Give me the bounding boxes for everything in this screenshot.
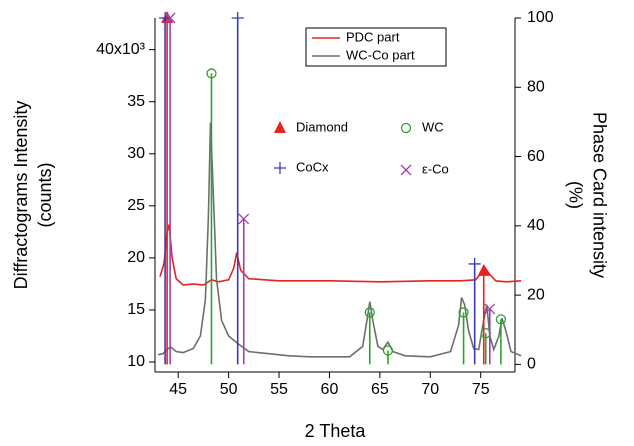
marker <box>238 213 250 225</box>
x-tick-label: 75 <box>472 381 490 398</box>
marker <box>495 314 507 325</box>
marker <box>484 303 496 315</box>
marker <box>159 12 172 24</box>
y2-tick-label: 100 <box>527 9 554 26</box>
x-tick-label: 50 <box>220 381 238 398</box>
x-tick-label: 70 <box>421 381 439 398</box>
y2-tick-label: 60 <box>527 148 545 165</box>
legend-label: ε-Co <box>422 161 449 176</box>
x-tick-label: 65 <box>371 381 389 398</box>
phase-peak <box>477 263 490 365</box>
phase-peak <box>484 303 496 365</box>
phase-peak <box>164 12 176 365</box>
y2-tick-label: 0 <box>527 356 536 373</box>
y2-axis-label: (%) <box>565 181 585 209</box>
marker <box>231 12 244 24</box>
y2-axis-label: Phase Card intensity <box>589 112 609 278</box>
marker <box>274 162 286 174</box>
marker <box>468 257 481 270</box>
y-axis-label: Diffractograms Intensity <box>11 101 31 290</box>
phase-peak <box>238 213 250 365</box>
y-tick-label: 40x10³ <box>96 41 146 58</box>
phase-peak <box>468 257 481 365</box>
legend-box <box>305 27 447 67</box>
data-line <box>157 122 522 358</box>
y2-tick-label: 40 <box>527 217 545 234</box>
y-tick-label: 15 <box>127 301 145 318</box>
y2-tick-label: 80 <box>527 78 545 95</box>
x-tick-label: 45 <box>169 381 187 398</box>
y-tick-label: 30 <box>127 145 145 162</box>
y-tick-label: 10 <box>127 353 145 370</box>
phase-peak <box>495 314 507 365</box>
marker <box>164 12 176 24</box>
phase-peak <box>206 68 217 365</box>
marker <box>274 121 286 133</box>
phase-peak <box>382 345 394 365</box>
legend-label: CoCx <box>296 159 329 174</box>
y-tick-label: 20 <box>127 249 145 266</box>
y-axis-label: (counts) <box>35 162 55 227</box>
marker <box>400 164 412 176</box>
legend-label: Diamond <box>296 119 348 134</box>
phase-peak <box>161 11 174 365</box>
phase-peak <box>364 307 375 365</box>
legend-label: WC <box>422 119 444 134</box>
x-axis-label: 2 Theta <box>305 421 367 441</box>
legend-label: WC-Co part <box>346 47 415 62</box>
y-tick-label: 35 <box>127 93 145 110</box>
legend-label: PDC part <box>346 29 400 44</box>
marker <box>206 68 217 79</box>
marker <box>458 307 469 318</box>
y-tick-label: 25 <box>127 197 145 214</box>
marker <box>364 307 375 318</box>
x-tick-label: 60 <box>321 381 339 398</box>
marker <box>382 345 394 356</box>
marker <box>400 122 412 134</box>
phase-peak <box>458 307 469 365</box>
marker <box>477 263 490 276</box>
phase-peak <box>231 12 244 365</box>
y2-tick-label: 20 <box>527 286 545 303</box>
x-tick-label: 55 <box>270 381 288 398</box>
phase-peak <box>159 12 172 365</box>
